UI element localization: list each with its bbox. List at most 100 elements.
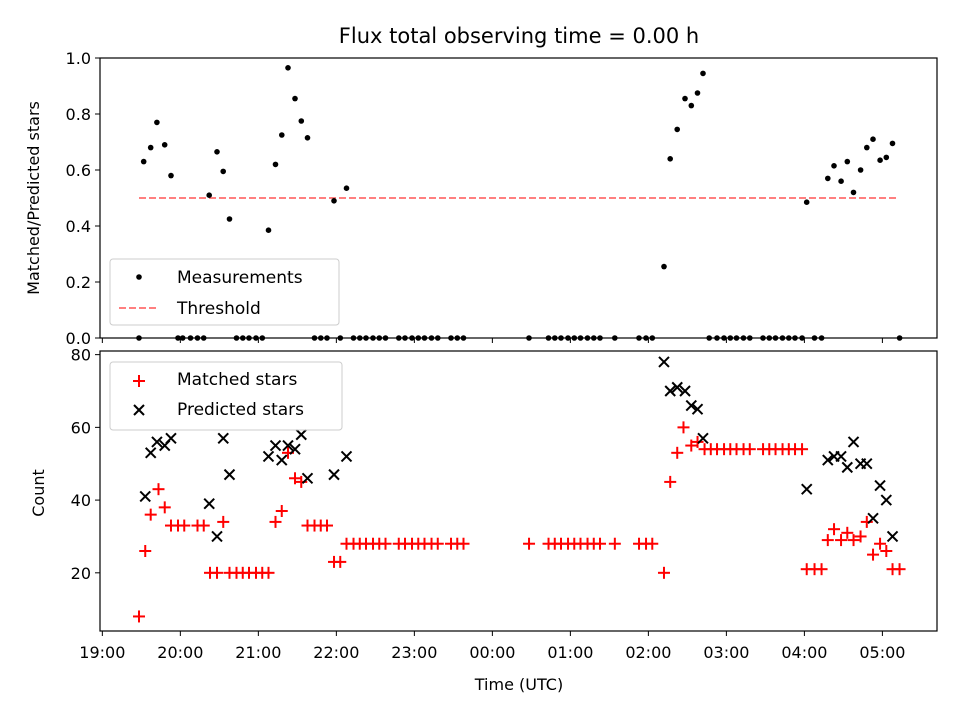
matched-star-point bbox=[657, 566, 670, 579]
matched-star-point bbox=[289, 472, 302, 485]
measurement-point bbox=[688, 102, 695, 109]
predicted-star-point bbox=[328, 468, 340, 481]
predicted-star-point bbox=[340, 450, 353, 463]
top-y-ticks: 0.0 0.2 0.4 0.6 0.8 1.0 bbox=[66, 49, 100, 348]
legend-threshold-label: Threshold bbox=[176, 299, 261, 319]
matched-star-point bbox=[152, 483, 165, 496]
predicted-star-point bbox=[658, 356, 670, 368]
x-tick-label: 03:00 bbox=[703, 643, 749, 662]
bottom-y-tick-label: 40 bbox=[71, 491, 91, 510]
bottom-y-tick-label: 60 bbox=[71, 418, 91, 437]
predicted-star-point bbox=[144, 447, 157, 459]
predicted-star-point bbox=[139, 490, 151, 503]
measurement-point bbox=[265, 227, 272, 233]
top-x-ticks bbox=[101, 338, 883, 343]
bottom-marks bbox=[133, 356, 906, 623]
legend-predicted-label: Predicted stars bbox=[177, 400, 304, 420]
matched-star-point bbox=[320, 519, 333, 532]
measurement-point bbox=[154, 119, 160, 126]
matched-star-point bbox=[743, 443, 756, 456]
measurement-point bbox=[147, 144, 154, 151]
matched-star-point bbox=[821, 534, 834, 547]
matched-star-point bbox=[275, 505, 288, 517]
bottom-subplot: 20 40 60 80 19:00 20:00 21:00 22:00 23:00 00:00 0… bbox=[29, 346, 938, 694]
matched-star-point bbox=[685, 439, 698, 452]
bottom-y-tick-label: 20 bbox=[71, 564, 91, 583]
predicted-star-point bbox=[269, 439, 282, 452]
predicted-star-point bbox=[165, 432, 177, 444]
x-tick-label: 20:00 bbox=[157, 643, 203, 662]
measurement-point bbox=[661, 263, 667, 270]
measurement-point bbox=[140, 158, 147, 165]
measurement-point bbox=[700, 70, 706, 77]
matched-star-point bbox=[217, 515, 230, 528]
matched-star-point bbox=[431, 537, 444, 550]
bottom-y-ticks: 20 40 60 80 bbox=[71, 346, 100, 583]
measurement-point bbox=[889, 140, 896, 147]
measurement-point bbox=[803, 199, 810, 205]
matched-star-point bbox=[646, 537, 659, 550]
matched-star-point bbox=[828, 523, 841, 536]
top-y-tick-label: 0.8 bbox=[66, 105, 91, 124]
bottom-x-ticks: 19:00 20:00 21:00 22:00 23:00 00:00 01:00 02:00… bbox=[79, 631, 905, 662]
x-tick-label: 05:00 bbox=[859, 643, 905, 662]
top-legend: Measurements Threshold bbox=[109, 258, 340, 326]
predicted-star-point bbox=[295, 428, 307, 441]
measurement-point bbox=[298, 118, 305, 124]
matched-star-point bbox=[334, 555, 347, 568]
matched-star-point bbox=[594, 537, 607, 550]
matched-star-point bbox=[880, 545, 893, 557]
top-y-tick-label: 0.4 bbox=[66, 217, 91, 236]
measurement-point bbox=[857, 167, 864, 173]
measurement-point bbox=[206, 192, 212, 198]
predicted-star-point bbox=[671, 381, 683, 394]
top-y-tick-label: 0.0 bbox=[66, 329, 91, 348]
predicted-star-point bbox=[691, 403, 704, 415]
matched-star-point bbox=[379, 537, 392, 550]
predicted-star-point bbox=[223, 468, 236, 481]
x-tick-label: 00:00 bbox=[469, 643, 515, 662]
predicted-star-point bbox=[262, 450, 275, 463]
bottom-y-tick-label: 80 bbox=[71, 346, 91, 365]
bottom-axes-frame bbox=[99, 350, 938, 632]
matched-star-point bbox=[197, 519, 210, 532]
chart-title: Flux total observing time = 0.00 h bbox=[339, 24, 699, 48]
matched-star-point bbox=[677, 421, 690, 434]
matched-star-point bbox=[835, 534, 848, 547]
predicted-star-point bbox=[282, 439, 294, 452]
x-tick-label: 19:00 bbox=[79, 643, 125, 662]
predicted-star-point bbox=[289, 443, 301, 455]
top-legend-box bbox=[109, 258, 340, 326]
measurement-point bbox=[343, 185, 350, 191]
bottom-y-axis-label: Count bbox=[29, 469, 48, 517]
bottom-legend: Matched stars Predicted stars bbox=[109, 361, 343, 431]
top-subplot: 0.0 0.2 0.4 0.6 0.8 1.0 Matched/Predicted sta… bbox=[24, 49, 938, 348]
bottom-legend-box bbox=[109, 361, 343, 431]
predicted-star-point bbox=[867, 512, 879, 524]
matched-star-point bbox=[671, 446, 684, 459]
predicted-star-point bbox=[822, 454, 834, 466]
matched-star-point bbox=[262, 566, 275, 579]
x-tick-label: 01:00 bbox=[547, 643, 593, 662]
matched-star-point bbox=[691, 435, 704, 448]
measurement-point bbox=[667, 156, 673, 162]
top-y-tick-label: 0.6 bbox=[66, 161, 91, 180]
legend-matched-marker bbox=[133, 375, 145, 387]
measurement-point bbox=[220, 168, 226, 175]
measurement-point bbox=[331, 198, 337, 204]
measurement-point bbox=[825, 175, 831, 182]
measurement-point bbox=[226, 216, 233, 222]
legend-matched-label: Matched stars bbox=[177, 370, 297, 390]
measurement-point bbox=[864, 144, 870, 151]
measurement-point bbox=[883, 154, 890, 161]
predicted-star-point bbox=[886, 530, 899, 543]
predicted-star-point bbox=[203, 498, 215, 510]
x-tick-label: 22:00 bbox=[313, 643, 359, 662]
matched-star-point bbox=[139, 545, 152, 557]
predicted-star-point bbox=[880, 494, 893, 506]
matched-star-point bbox=[854, 530, 867, 543]
matched-star-point bbox=[874, 537, 887, 550]
x-tick-label: 21:00 bbox=[235, 643, 281, 662]
